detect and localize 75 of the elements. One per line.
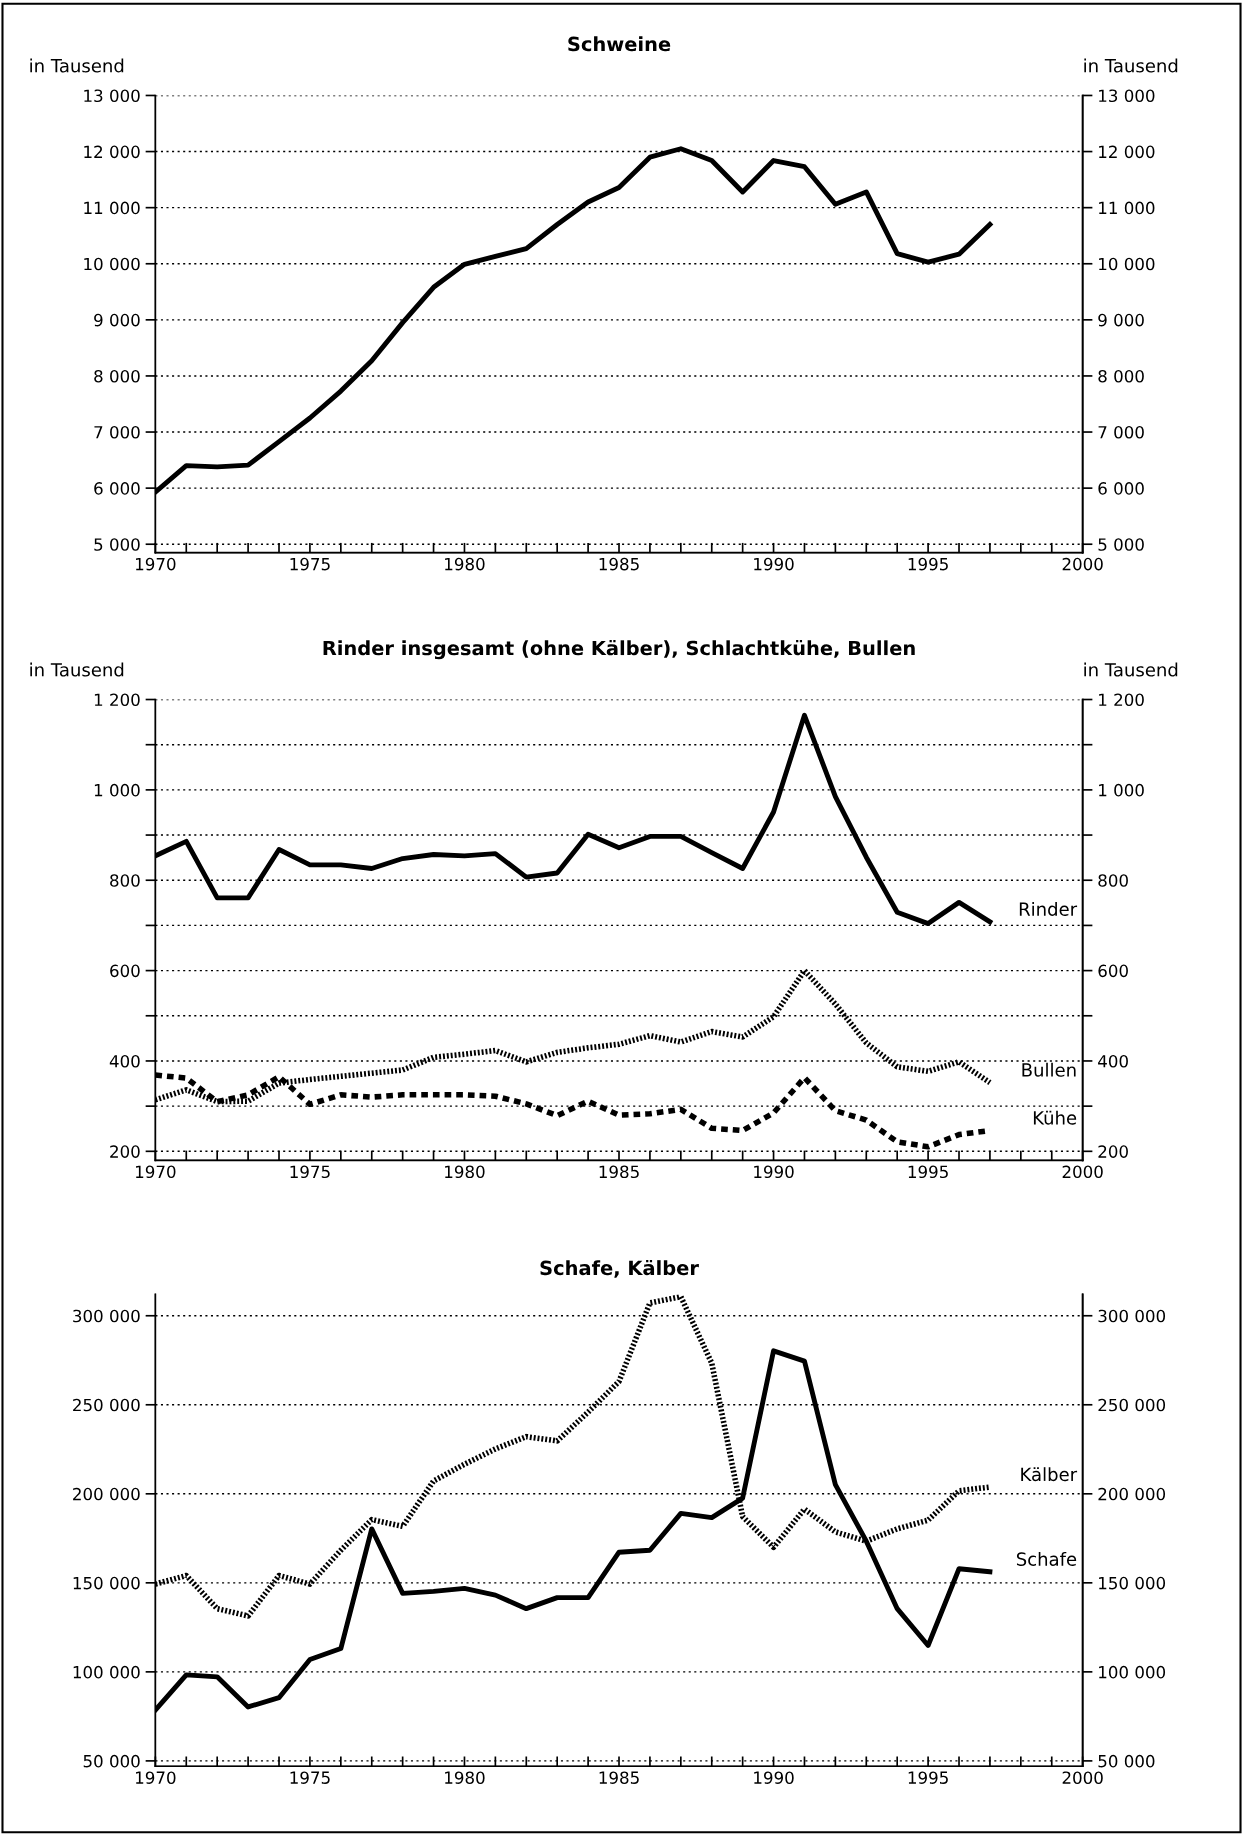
y-tick-label: 11 000 (84, 201, 140, 215)
x-tick-label: 1975 (290, 1771, 330, 1784)
y-tick-label: 9 000 (94, 313, 140, 327)
y2-tick-label: 10 000 (1099, 257, 1155, 271)
y2-axis-title: in Tausend (1084, 58, 1178, 73)
y-tick-label: 10 000 (84, 257, 140, 271)
y-tick-label: 800 (110, 874, 140, 887)
y-tick-label: 6 000 (94, 482, 140, 495)
y2-tick-label: 5 000 (1098, 538, 1144, 551)
y-tick-label: 300 000 (73, 1309, 140, 1323)
y2-tick-label: 8 000 (1098, 369, 1144, 383)
y-tick-label: 150 000 (73, 1576, 140, 1590)
y2-tick-label: 200 000 (1098, 1487, 1166, 1501)
x-tick-label: 1975 (290, 557, 330, 571)
series-label: Rinder (1019, 901, 1078, 916)
y-tick-label: 250 000 (73, 1398, 140, 1412)
text: Kühe (1033, 1110, 1077, 1125)
y-tick-label: 200 000 (73, 1487, 140, 1501)
y2-tick-label: 400 (1098, 1054, 1128, 1068)
y2-tick-label: 300 000 (1098, 1309, 1166, 1323)
y-tick-label: 600 (110, 964, 140, 978)
x-tick-label: 1970 (136, 1165, 176, 1179)
y2-axis-title: in Tausend (1084, 662, 1178, 677)
x-tick-label: 1980 (445, 557, 485, 571)
x-tick-label: 2000 (1062, 1165, 1103, 1179)
x-tick-label: 1985 (599, 1771, 639, 1784)
y2-tick-label: 1 000 (1099, 783, 1144, 797)
x-tick-label: 1990 (754, 1165, 794, 1179)
x-tick-label: 1970 (136, 557, 176, 571)
y-tick-label: 8 000 (94, 369, 140, 383)
y-tick-label: 12 000 (84, 145, 140, 159)
x-tick-label: 1995 (908, 1771, 948, 1784)
x-tick-label: 1980 (445, 1165, 485, 1179)
x-tick-label: 1985 (599, 557, 639, 571)
y2-tick-label: 13 000 (1099, 89, 1155, 103)
y2-tick-label: 6 000 (1098, 482, 1144, 495)
x-tick-label: 1975 (290, 1165, 330, 1179)
chart-title: Schafe, Kälber (540, 1259, 699, 1278)
y2-tick-label: 800 (1098, 874, 1128, 887)
series-label: Schafe (1016, 1551, 1077, 1566)
y-tick-label: 50 000 (83, 1754, 140, 1768)
y-tick-label: 1 000 (94, 783, 140, 797)
y-tick-label: 200 (110, 1145, 140, 1158)
x-tick-label: 1990 (754, 1771, 794, 1784)
y-tick-label: 100 000 (73, 1665, 140, 1679)
y2-tick-label: 150 000 (1099, 1576, 1166, 1590)
series-label: Kälber (1021, 1467, 1078, 1482)
y2-tick-label: 250 000 (1098, 1398, 1166, 1412)
y2-tick-label: 200 (1098, 1145, 1128, 1158)
chart-title: Rinder insgesamt (ohne Kälber), Schlachtkühe, Bullen (323, 640, 915, 660)
x-tick-label: 1990 (754, 557, 794, 571)
y-tick-label: 400 (109, 1054, 140, 1068)
chart-title: Schweine (568, 36, 671, 52)
y-axis-title: in Tausend (30, 58, 124, 73)
y2-tick-label: 100 000 (1099, 1665, 1166, 1679)
y2-tick-label: 600 (1098, 964, 1128, 978)
y2-tick-label: 12 000 (1099, 145, 1155, 159)
x-tick-label: 1970 (136, 1771, 176, 1784)
x-tick-label: 1980 (445, 1771, 485, 1784)
y-axis-title: in Tausend (30, 662, 124, 677)
x-tick-label: 1985 (599, 1165, 639, 1179)
y2-tick-label: 11 000 (1099, 201, 1155, 215)
x-tick-label: 2000 (1062, 557, 1103, 571)
y-tick-label: 1 200 (94, 693, 140, 707)
y2-tick-label: 9 000 (1098, 313, 1144, 327)
y-tick-label: 5 000 (94, 538, 140, 551)
series-label: Bullen (1022, 1062, 1076, 1077)
y2-tick-label: 1 200 (1099, 693, 1144, 707)
x-tick-label: 2000 (1062, 1771, 1103, 1784)
y-tick-label: 7 000 (94, 426, 140, 439)
y-tick-label: 13 000 (84, 89, 140, 103)
x-tick-label: 1995 (908, 1165, 948, 1179)
y2-tick-label: 7 000 (1098, 426, 1144, 439)
x-tick-label: 1995 (908, 557, 948, 571)
y2-tick-label: 50 000 (1098, 1754, 1155, 1768)
